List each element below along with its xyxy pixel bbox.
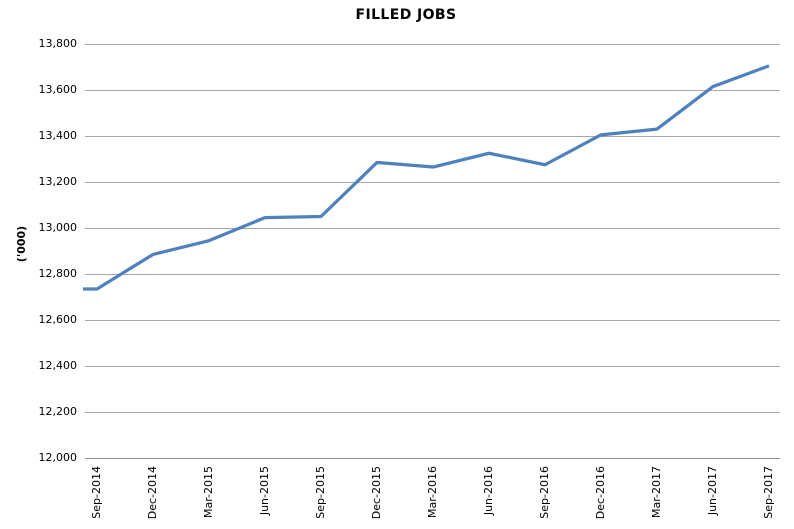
- x-tick-label: Jun-2015: [258, 466, 271, 516]
- y-tick-label: 12,400: [38, 359, 78, 372]
- x-tick-label: Sep-2017: [762, 466, 775, 519]
- x-tick-label: Mar-2017: [650, 466, 663, 519]
- y-tick-label: 13,400: [38, 129, 78, 142]
- y-tick-label: 13,600: [38, 83, 78, 96]
- x-tick-label: Dec-2016: [594, 466, 607, 520]
- y-tick-label: 12,600: [38, 313, 78, 326]
- chart-title: FILLED JOBS: [355, 7, 457, 23]
- series-line-filled-jobs: [83, 64, 770, 291]
- x-tick-label: Mar-2016: [426, 466, 439, 519]
- x-tick-label: Jun-2016: [482, 466, 495, 516]
- x-tick-label: Sep-2014: [90, 466, 103, 519]
- x-tick-label: Mar-2015: [202, 466, 215, 519]
- x-tick-label: Jun-2017: [706, 466, 719, 516]
- x-tick-label: Dec-2014: [146, 466, 159, 520]
- x-tick-label: Sep-2016: [538, 466, 551, 519]
- y-tick-label: 13,800: [38, 37, 78, 50]
- y-tick-label: 13,000: [38, 221, 78, 234]
- y-tick-label: 12,000: [38, 451, 78, 464]
- y-tick-label: 12,800: [38, 267, 78, 280]
- y-tick-label: 12,200: [38, 405, 78, 418]
- x-tick-label: Sep-2015: [314, 466, 327, 519]
- y-tick-label: 13,200: [38, 175, 78, 188]
- x-tick-label: Dec-2015: [370, 466, 383, 520]
